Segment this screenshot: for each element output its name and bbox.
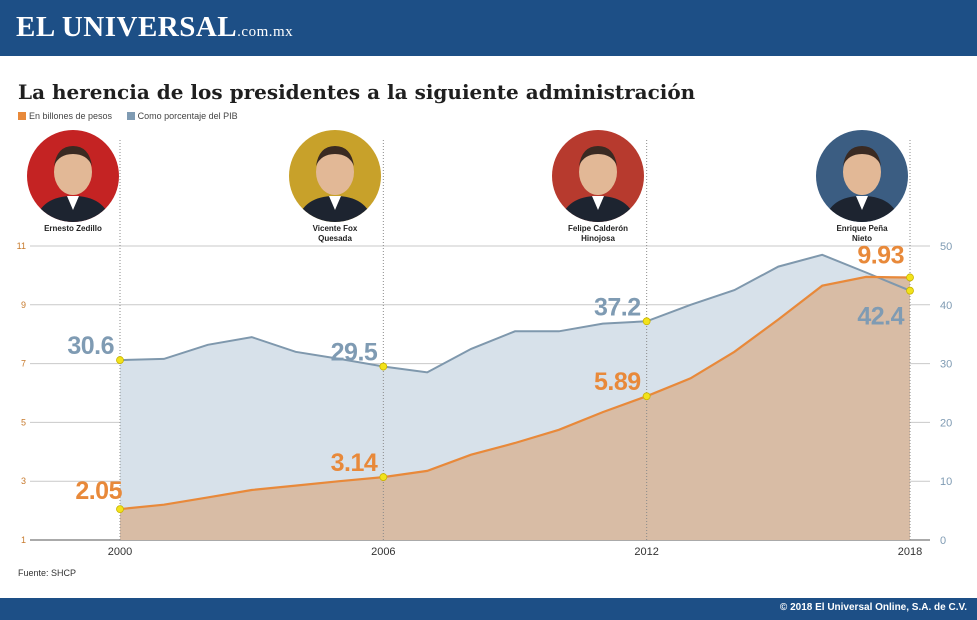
left-tick-label: 7 (21, 359, 26, 369)
legend-label-pesos: En billones de pesos (29, 111, 113, 121)
data-label: 29.5 (331, 339, 378, 367)
left-tick-label: 3 (21, 476, 26, 486)
source-note: Fuente: SHCP (18, 568, 77, 578)
value-marker (116, 505, 124, 514)
legend: En billones de pesos Como porcentaje del… (18, 111, 250, 121)
data-label: 30.6 (67, 332, 114, 360)
x-tick-label: 2012 (634, 546, 658, 558)
president-name-line1: Felipe Calderón (567, 224, 628, 233)
pib-line (119, 253, 911, 374)
data-label: 9.93 (857, 241, 904, 269)
portrait-3 (552, 130, 644, 222)
president-name-3: Felipe Calderón Hinojosa (538, 224, 658, 244)
data-label: 5.89 (594, 368, 641, 396)
legend-item-pesos: En billones de pesos (18, 111, 112, 121)
x-tick-label: 2000 (108, 546, 132, 558)
president-name-line2: Hinojosa (581, 234, 615, 243)
x-tick-label: 2018 (898, 546, 922, 558)
chart-title: La herencia de los presidentes a la sigu… (18, 80, 696, 104)
left-tick-label: 9 (21, 300, 26, 310)
data-label: 2.05 (75, 477, 122, 505)
president-name-line1: Ernesto Zedillo (44, 224, 102, 233)
legend-swatch-pib (126, 112, 135, 120)
debt-chart: 1 3 5 7 9 11 0 10 20 30 40 50 2000 2006 2012 2018 2.05 3.… (17, 140, 952, 558)
left-tick-label: 11 (17, 241, 26, 251)
left-tick-label: 1 (21, 535, 26, 545)
value-marker (116, 356, 124, 364)
right-tick-label: 30 (940, 359, 952, 371)
right-tick-label: 50 (940, 241, 952, 253)
legend-swatch-pesos (18, 112, 26, 120)
president-name-4: Enrique Peña Nieto (802, 224, 922, 244)
person-icon (35, 146, 111, 222)
value-marker (906, 273, 914, 282)
person-icon (560, 146, 636, 222)
legend-label-pib: Como porcentaje del PIB (137, 111, 238, 121)
data-label: 3.14 (331, 449, 378, 477)
data-label: 37.2 (594, 293, 641, 321)
right-tick-label: 0 (940, 535, 946, 547)
president-name-line1: Vicente Fox (312, 224, 358, 233)
footer-bar: © 2018 El Universal Online, S.A. de C.V. (0, 598, 977, 620)
legend-item-pib: Como porcentaje del PIB (126, 111, 238, 121)
person-icon (824, 146, 900, 222)
portrait-1 (27, 130, 119, 222)
value-marker (642, 392, 651, 401)
left-tick-label: 5 (21, 417, 26, 427)
pesos-line (119, 275, 911, 511)
copyright: © 2018 El Universal Online, S.A. de C.V. (779, 602, 967, 613)
president-name-1: Ernesto Zedillo (13, 224, 133, 234)
pesos-area (120, 276, 910, 540)
value-marker (642, 317, 651, 326)
x-tick-label: 2006 (371, 546, 395, 558)
right-tick-label: 10 (940, 476, 952, 488)
person-icon (297, 146, 373, 222)
header-bar: EL UNIVERSAL.com.mx (0, 0, 977, 56)
portrait-2 (289, 130, 381, 222)
president-name-line2: Nieto (852, 234, 872, 243)
right-tick-label: 40 (940, 300, 952, 312)
value-marker (379, 473, 388, 481)
value-marker (379, 362, 388, 371)
brand-logo[interactable]: EL UNIVERSAL.com.mx (16, 11, 294, 43)
president-name-2: Vicente Fox Quesada (275, 224, 395, 244)
data-label: 42.4 (857, 303, 904, 331)
president-name-line2: Quesada (318, 234, 352, 243)
value-marker (906, 286, 914, 295)
president-name-line1: Enrique Peña (836, 224, 888, 233)
portrait-4 (816, 130, 908, 222)
right-tick-label: 20 (940, 417, 952, 429)
